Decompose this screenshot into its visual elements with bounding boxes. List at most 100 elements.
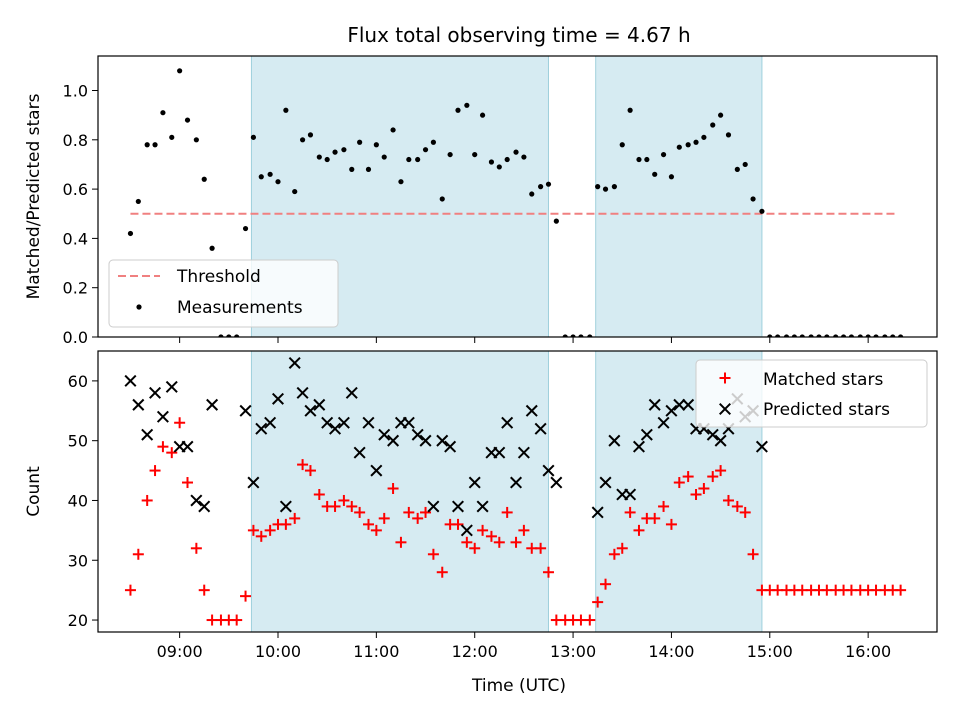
observing-window-band-1 — [595, 55, 763, 338]
point-dot-0-27 — [349, 166, 355, 172]
point-x-1-52-b — [608, 434, 621, 447]
point-dot-0-48 — [521, 154, 527, 160]
point-x-1-50 — [591, 506, 604, 519]
point-dot-0-44 — [488, 159, 495, 165]
y-axis-label: Matched/Predicted stars — [24, 93, 44, 299]
point-plus-0-57 — [592, 596, 604, 608]
point-x-1-22 — [329, 422, 342, 435]
point-dot-0-5 — [169, 134, 175, 140]
x-tick-label-7: 16:00 — [845, 642, 891, 661]
point-dot-0-26 — [341, 147, 347, 153]
point-dot-0-83 — [808, 334, 814, 337]
point-dot-0-8 — [193, 137, 199, 143]
point-dot-0-85 — [824, 334, 830, 337]
point-x-1-64 — [706, 428, 719, 441]
point-x-1-70-b — [755, 440, 768, 453]
point-dot-0-46 — [504, 156, 510, 163]
axes-frame — [97, 350, 938, 633]
y-tick-label-4: 0.8 — [63, 131, 88, 150]
point-dot-0-24 — [324, 156, 330, 163]
point-x-1-7-b — [181, 440, 194, 453]
chart-title: Flux total observing time = 4.67 h — [347, 23, 690, 47]
point-dot-0-61 — [627, 107, 633, 113]
point-dot-0-52 — [553, 218, 559, 224]
point-x-1-60-b — [673, 398, 686, 411]
point-dot-0-28 — [357, 139, 363, 145]
point-x-1-12 — [247, 476, 260, 489]
point-x-1-36-b — [444, 440, 457, 453]
point-plus-0-48 — [518, 524, 530, 536]
point-plus-0-27 — [346, 500, 358, 512]
point-dot-0-6 — [177, 68, 183, 74]
point-x-1-10-b — [206, 398, 219, 411]
point-plus-0-43 — [477, 524, 489, 536]
point-x-1-59-b — [665, 404, 678, 417]
point-x-1-33 — [419, 434, 432, 447]
point-plus-0-29 — [362, 518, 374, 530]
point-dot-0-11 — [218, 334, 224, 337]
point-plus-0-45 — [493, 536, 505, 548]
point-x-1-43 — [501, 416, 514, 429]
point-plus-0-75 — [739, 506, 751, 518]
point-x-1-1 — [132, 398, 145, 411]
point-dot-0-60 — [619, 142, 625, 148]
point-dot-0-36 — [422, 147, 429, 153]
point-dot-0-62 — [636, 156, 642, 163]
point-dot-0-50 — [538, 184, 544, 190]
point-plus-0-47 — [510, 536, 522, 548]
point-plus-0-17 — [264, 524, 276, 536]
point-dot-0-94 — [898, 334, 904, 337]
axes-frame — [97, 55, 938, 338]
point-x-1-18-b — [296, 386, 309, 399]
point-dot-0-87 — [840, 334, 847, 337]
point-x-1-15-b — [271, 392, 285, 405]
point-dot-0-37 — [430, 139, 437, 145]
point-x-1-51 — [599, 476, 612, 489]
point-plus-0-33 — [395, 536, 407, 548]
point-dot-0-39 — [447, 151, 453, 158]
point-x-1-19-b — [304, 404, 317, 417]
point-x-1-39 — [468, 476, 481, 489]
point-x-1-3-b — [149, 386, 162, 399]
point-plus-0-15 — [247, 524, 259, 536]
y-tick-label-0: 0.0 — [63, 328, 88, 347]
point-x-1-25-b — [353, 446, 366, 459]
point-x-1-55 — [632, 440, 645, 453]
point-plus-0-50 — [535, 542, 547, 554]
point-dot-0-10 — [209, 245, 215, 251]
point-x-1-44-b — [510, 476, 523, 489]
point-dot-0-33 — [398, 179, 404, 185]
point-dot-0-43 — [479, 112, 486, 118]
point-dot-0-41 — [464, 102, 470, 108]
point-x-1-35-b — [436, 434, 449, 447]
point-x-1-21-b — [321, 416, 334, 429]
x-tick-label-6: 15:00 — [747, 642, 793, 661]
point-x-1-14-b — [264, 416, 277, 429]
point-plus-0-20 — [289, 512, 301, 524]
bottom-panel: 20 30 40 50 60 09:00 10:00 11:00 12:00 13:00 14:00… — [24, 350, 938, 661]
point-x-1-27-b — [370, 464, 383, 477]
point-x-1-26-b — [362, 416, 375, 429]
point-x-1-31 — [402, 416, 415, 429]
point-dot-0-3 — [152, 142, 158, 148]
point-x-1-54-b — [624, 488, 637, 501]
y-axis-label: Count — [24, 466, 44, 517]
legend: Matched stars Predicted stars — [695, 359, 928, 428]
point-dot-0-20 — [292, 188, 298, 195]
point-dot-0-65 — [660, 151, 667, 158]
point-plus-0-14 — [240, 590, 252, 602]
point-x-1-55-b — [632, 440, 645, 453]
point-plus-0-44 — [485, 530, 497, 542]
point-x-1-13 — [255, 422, 268, 435]
point-plus-0-64 — [649, 512, 661, 524]
point-x-1-56-b — [640, 428, 653, 441]
point-x-1-28-b — [378, 428, 391, 441]
point-dot-0-38 — [439, 196, 445, 202]
point-x-1-61-b — [682, 398, 695, 411]
point-dot-0-2 — [144, 142, 150, 148]
point-dot-0-9 — [201, 176, 207, 182]
legend-predicted-swatch-b — [718, 402, 732, 416]
point-dot-0-70 — [701, 134, 707, 140]
point-x-1-35 — [436, 434, 449, 447]
